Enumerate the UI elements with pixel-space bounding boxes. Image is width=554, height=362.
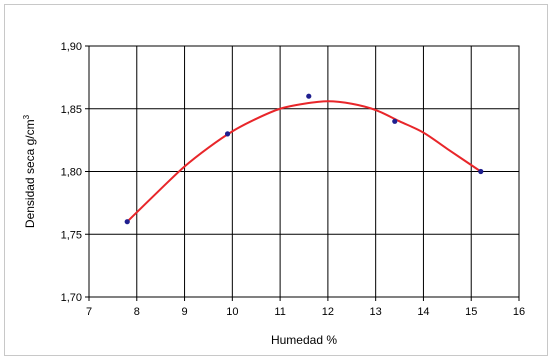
x-tick-label: 9	[181, 306, 187, 318]
grid	[88, 45, 520, 298]
data-point	[124, 219, 130, 225]
x-tick-label: 16	[513, 306, 525, 318]
data-points	[124, 93, 484, 225]
fit-curve	[126, 100, 482, 223]
y-tick-label: 1,85	[61, 104, 82, 116]
x-tick-label: 7	[86, 306, 92, 318]
x-axis-ticks: 7 8 9 10 11 12 13 14 15 16	[86, 297, 525, 318]
y-axis-ticks: 1,70 1,75 1,80 1,85 1,90	[61, 41, 89, 304]
y-axis-label-superscript: 3	[22, 114, 31, 119]
x-tick-label: 13	[370, 306, 382, 318]
x-tick-label: 11	[274, 306, 285, 318]
y-tick-label: 1,90	[61, 41, 82, 53]
y-tick-label: 1,75	[61, 229, 82, 241]
x-tick-label: 15	[465, 306, 477, 318]
data-point	[306, 93, 312, 99]
data-point	[224, 131, 231, 137]
x-tick-label: 12	[322, 306, 334, 318]
y-tick-label: 1,70	[61, 292, 82, 304]
x-axis-label: Humedad %	[271, 333, 337, 347]
y-axis-label-text: Densidad seca g/cm	[23, 119, 37, 228]
y-axis-label: Densidad seca g/cm3	[22, 114, 37, 228]
data-point	[478, 168, 484, 175]
y-tick-label: 1,80	[61, 167, 82, 179]
x-tick-label: 10	[226, 306, 238, 318]
x-tick-label: 14	[417, 306, 429, 318]
x-tick-label: 8	[134, 306, 140, 318]
data-point	[392, 118, 398, 124]
fit-curve-line	[126, 100, 482, 223]
